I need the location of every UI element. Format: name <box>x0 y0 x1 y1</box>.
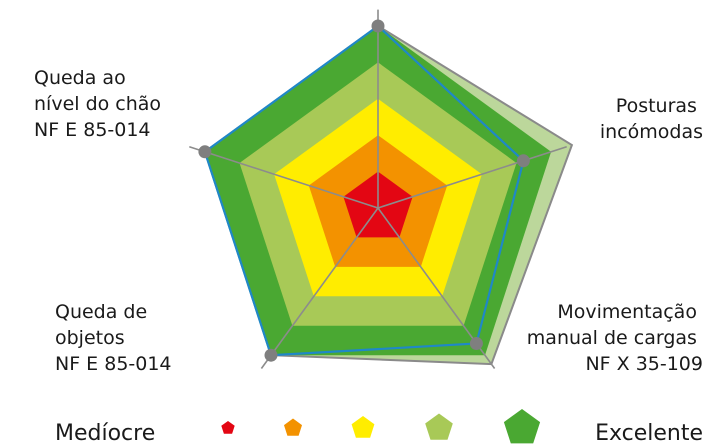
axis-line-queda-objetos <box>260 207 379 369</box>
axis-label-posturas-line-1: Posturas <box>616 95 697 117</box>
legend-swatch-level-1 <box>221 421 235 434</box>
axis-labels: Posturas incómodas Movimentação manual d… <box>34 67 703 375</box>
marker-queda-objetos <box>264 348 278 362</box>
series-outline-polygon <box>203 24 525 357</box>
marker-top <box>371 19 385 33</box>
axis-label-movimentacao-line-2: manual de cargas <box>527 327 697 349</box>
legend-swatch-level-5 <box>503 409 541 444</box>
axis-label-movimentacao-line-3: NF X 35-109 <box>585 353 703 375</box>
marker-posturas <box>516 154 530 168</box>
axis-label-queda-objetos-line-1: Queda de <box>55 301 147 323</box>
axis-label-posturas-line-2: incómodas <box>600 121 703 143</box>
axis-label-movimentacao-line-1: Movimentação <box>557 301 697 323</box>
legend: Medíocre Excelente <box>55 409 703 444</box>
series-outline <box>203 24 525 357</box>
legend-swatch-level-4 <box>425 413 453 440</box>
axis-label-queda-nivel: Queda ao nível do chão NF E 85-014 <box>34 67 167 141</box>
axis-label-queda-nivel-line-3: NF E 85-014 <box>34 119 151 141</box>
axis-label-queda-nivel-line-2: nível do chão <box>34 93 161 115</box>
axis-line-queda-nivel <box>189 145 379 209</box>
legend-low-label: Medíocre <box>55 421 155 444</box>
axis-label-posturas: Posturas incómodas <box>600 95 703 143</box>
legend-swatch-level-2 <box>284 418 302 436</box>
legend-swatches <box>221 409 541 444</box>
axis-line-posturas <box>377 145 567 209</box>
axis-label-queda-objetos-line-2: objetos <box>55 327 125 349</box>
legend-high-label: Excelente <box>595 421 703 444</box>
axis-label-queda-nivel-line-1: Queda ao <box>34 67 126 89</box>
axis-label-movimentacao: Movimentação manual de cargas NF X 35-10… <box>527 301 703 375</box>
legend-swatch-level-3 <box>351 416 375 438</box>
marker-movimentacao <box>469 337 483 350</box>
axis-label-queda-objetos-line-3: NF E 85-014 <box>55 353 172 375</box>
marker-queda-nivel <box>198 145 212 159</box>
axis-label-queda-objetos: Queda de objetos NF E 85-014 <box>55 301 172 375</box>
series-markers <box>198 19 530 362</box>
